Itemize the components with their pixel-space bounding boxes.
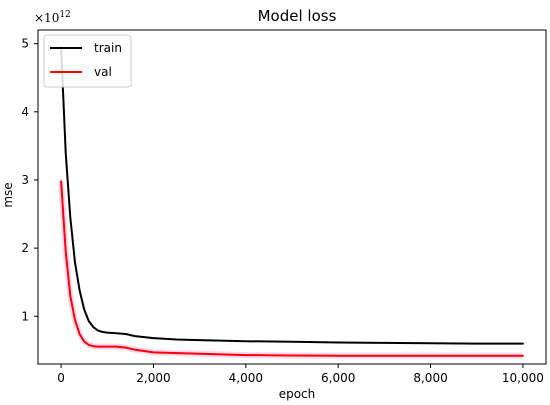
legend-label-train: train — [94, 41, 122, 55]
series-lines — [58, 46, 524, 359]
x-axis-label: epoch — [279, 387, 316, 401]
y-tick-label: 5 — [21, 37, 29, 51]
series-line-val — [60, 180, 524, 357]
x-tick-label: 4,000 — [229, 371, 263, 385]
y-axis-label: mse — [1, 182, 15, 207]
y-tick-label: 1 — [21, 309, 29, 323]
x-tick-label: 8,000 — [413, 371, 447, 385]
legend-label-val: val — [94, 65, 112, 79]
axis-ticks: 0 2,000 4,000 6,000 8,000 10,000 1 2 3 4 5 — [21, 37, 544, 385]
y-tick-label: 2 — [21, 241, 29, 255]
x-tick-label: 0 — [57, 371, 65, 385]
series-line-train — [60, 46, 524, 345]
y-tick-label: 3 — [21, 173, 29, 187]
x-tick-label: 6,000 — [321, 371, 355, 385]
chart-title: Model loss — [258, 7, 337, 25]
x-tick-label: 2,000 — [136, 371, 170, 385]
legend: train val — [43, 34, 132, 88]
y-multiplier: ×1012 — [34, 10, 71, 25]
val-band — [58, 181, 523, 359]
y-tick-label: 4 — [21, 105, 29, 119]
x-tick-label: 10,000 — [502, 371, 544, 385]
plot-frame — [37, 29, 547, 365]
